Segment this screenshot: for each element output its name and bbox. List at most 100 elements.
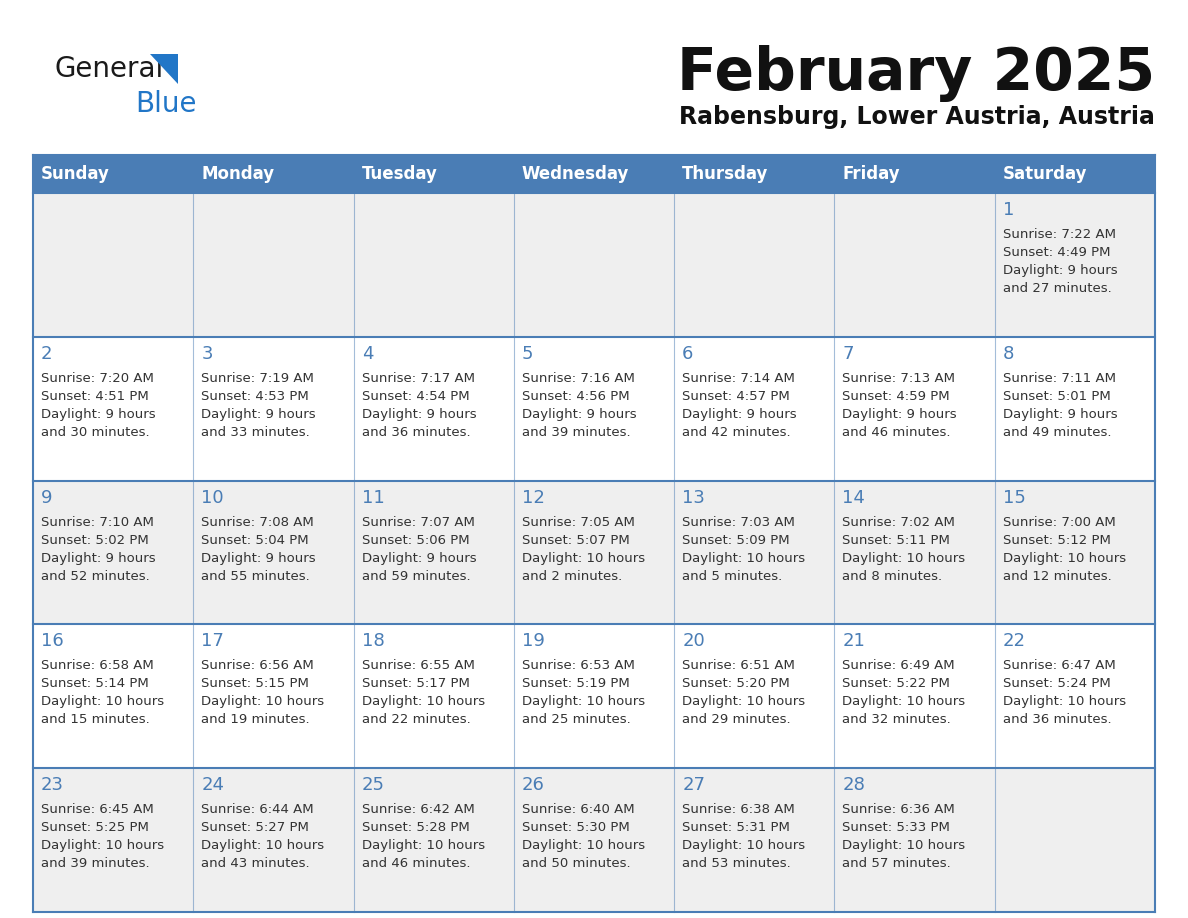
Text: Sunrise: 7:10 AM: Sunrise: 7:10 AM	[42, 516, 154, 529]
Text: Daylight: 9 hours: Daylight: 9 hours	[522, 408, 637, 420]
Text: Daylight: 9 hours: Daylight: 9 hours	[1003, 264, 1118, 277]
Text: Sunrise: 7:07 AM: Sunrise: 7:07 AM	[361, 516, 474, 529]
Text: Daylight: 10 hours: Daylight: 10 hours	[361, 839, 485, 852]
Text: and 46 minutes.: and 46 minutes.	[842, 426, 950, 439]
Bar	[514, 624, 674, 768]
Text: 10: 10	[201, 488, 223, 507]
Text: Sunrise: 7:02 AM: Sunrise: 7:02 AM	[842, 516, 955, 529]
Text: Daylight: 10 hours: Daylight: 10 hours	[682, 839, 805, 852]
Text: and 30 minutes.: and 30 minutes.	[42, 426, 150, 439]
Text: Daylight: 10 hours: Daylight: 10 hours	[201, 696, 324, 709]
Text: Sunrise: 7:03 AM: Sunrise: 7:03 AM	[682, 516, 795, 529]
Text: 22: 22	[1003, 633, 1025, 650]
Text: and 53 minutes.: and 53 minutes.	[682, 857, 791, 870]
Polygon shape	[150, 54, 178, 84]
Text: Sunset: 5:22 PM: Sunset: 5:22 PM	[842, 677, 950, 690]
Text: 20: 20	[682, 633, 704, 650]
Bar	[354, 481, 514, 624]
Text: 3: 3	[201, 345, 213, 363]
Text: and 32 minutes.: and 32 minutes.	[842, 713, 952, 726]
Text: Saturday: Saturday	[1003, 165, 1087, 183]
Text: Sunday: Sunday	[42, 165, 109, 183]
Text: Daylight: 10 hours: Daylight: 10 hours	[522, 552, 645, 565]
Text: Sunrise: 7:22 AM: Sunrise: 7:22 AM	[1003, 228, 1116, 241]
Text: 28: 28	[842, 777, 865, 794]
Text: Sunset: 5:30 PM: Sunset: 5:30 PM	[522, 822, 630, 834]
Text: Daylight: 9 hours: Daylight: 9 hours	[682, 408, 797, 420]
Text: and 19 minutes.: and 19 minutes.	[201, 713, 310, 726]
Text: Daylight: 10 hours: Daylight: 10 hours	[682, 696, 805, 709]
Text: Rabensburg, Lower Austria, Austria: Rabensburg, Lower Austria, Austria	[680, 105, 1155, 129]
Text: Daylight: 10 hours: Daylight: 10 hours	[842, 552, 966, 565]
Text: Daylight: 10 hours: Daylight: 10 hours	[522, 839, 645, 852]
Text: Daylight: 9 hours: Daylight: 9 hours	[1003, 408, 1118, 420]
Text: and 36 minutes.: and 36 minutes.	[1003, 713, 1111, 726]
Text: Daylight: 10 hours: Daylight: 10 hours	[361, 696, 485, 709]
Text: February 2025: February 2025	[677, 45, 1155, 102]
Text: Sunset: 5:14 PM: Sunset: 5:14 PM	[42, 677, 148, 690]
Bar	[33, 481, 194, 624]
Text: and 57 minutes.: and 57 minutes.	[842, 857, 952, 870]
Text: Sunrise: 6:40 AM: Sunrise: 6:40 AM	[522, 803, 634, 816]
Bar	[674, 193, 834, 337]
Text: Sunrise: 6:45 AM: Sunrise: 6:45 AM	[42, 803, 153, 816]
Bar	[514, 337, 674, 481]
Text: and 46 minutes.: and 46 minutes.	[361, 857, 470, 870]
Text: Daylight: 10 hours: Daylight: 10 hours	[522, 696, 645, 709]
Text: Sunset: 5:31 PM: Sunset: 5:31 PM	[682, 822, 790, 834]
Text: and 36 minutes.: and 36 minutes.	[361, 426, 470, 439]
Bar	[514, 193, 674, 337]
Bar	[514, 768, 674, 912]
Text: and 59 minutes.: and 59 minutes.	[361, 569, 470, 583]
Text: Sunset: 5:11 PM: Sunset: 5:11 PM	[842, 533, 950, 546]
Bar	[33, 155, 1155, 193]
Text: Sunset: 4:54 PM: Sunset: 4:54 PM	[361, 390, 469, 403]
Text: 24: 24	[201, 777, 225, 794]
Text: Daylight: 9 hours: Daylight: 9 hours	[842, 408, 958, 420]
Text: Wednesday: Wednesday	[522, 165, 630, 183]
Text: Sunrise: 6:47 AM: Sunrise: 6:47 AM	[1003, 659, 1116, 672]
Bar	[33, 768, 194, 912]
Text: 6: 6	[682, 345, 694, 363]
Text: Sunset: 4:51 PM: Sunset: 4:51 PM	[42, 390, 148, 403]
Text: 17: 17	[201, 633, 225, 650]
Text: Blue: Blue	[135, 90, 196, 118]
Text: Sunrise: 7:17 AM: Sunrise: 7:17 AM	[361, 372, 474, 385]
Text: Sunrise: 7:13 AM: Sunrise: 7:13 AM	[842, 372, 955, 385]
Text: 5: 5	[522, 345, 533, 363]
Bar	[194, 624, 354, 768]
Text: Sunrise: 6:49 AM: Sunrise: 6:49 AM	[842, 659, 955, 672]
Text: Daylight: 10 hours: Daylight: 10 hours	[1003, 552, 1126, 565]
Text: Sunset: 5:27 PM: Sunset: 5:27 PM	[201, 822, 309, 834]
Bar	[194, 768, 354, 912]
Text: and 42 minutes.: and 42 minutes.	[682, 426, 791, 439]
Text: Sunset: 5:01 PM: Sunset: 5:01 PM	[1003, 390, 1111, 403]
Text: and 52 minutes.: and 52 minutes.	[42, 569, 150, 583]
Text: 15: 15	[1003, 488, 1025, 507]
Text: and 39 minutes.: and 39 minutes.	[522, 426, 631, 439]
Text: Sunset: 4:56 PM: Sunset: 4:56 PM	[522, 390, 630, 403]
Bar	[194, 193, 354, 337]
Text: Daylight: 10 hours: Daylight: 10 hours	[842, 839, 966, 852]
Text: 19: 19	[522, 633, 545, 650]
Text: 8: 8	[1003, 345, 1015, 363]
Text: Daylight: 9 hours: Daylight: 9 hours	[361, 552, 476, 565]
Text: Sunset: 5:07 PM: Sunset: 5:07 PM	[522, 533, 630, 546]
Text: Friday: Friday	[842, 165, 901, 183]
Text: Sunrise: 6:51 AM: Sunrise: 6:51 AM	[682, 659, 795, 672]
Text: Daylight: 10 hours: Daylight: 10 hours	[682, 552, 805, 565]
Text: 9: 9	[42, 488, 52, 507]
Bar	[33, 624, 194, 768]
Text: Sunset: 5:24 PM: Sunset: 5:24 PM	[1003, 677, 1111, 690]
Text: Sunrise: 6:53 AM: Sunrise: 6:53 AM	[522, 659, 634, 672]
Text: Sunrise: 6:58 AM: Sunrise: 6:58 AM	[42, 659, 153, 672]
Text: 27: 27	[682, 777, 706, 794]
Bar	[674, 481, 834, 624]
Text: Daylight: 9 hours: Daylight: 9 hours	[201, 408, 316, 420]
Text: Tuesday: Tuesday	[361, 165, 437, 183]
Text: Sunset: 5:25 PM: Sunset: 5:25 PM	[42, 822, 148, 834]
Text: Sunrise: 7:20 AM: Sunrise: 7:20 AM	[42, 372, 154, 385]
Text: Sunrise: 7:00 AM: Sunrise: 7:00 AM	[1003, 516, 1116, 529]
Text: and 55 minutes.: and 55 minutes.	[201, 569, 310, 583]
Bar	[994, 624, 1155, 768]
